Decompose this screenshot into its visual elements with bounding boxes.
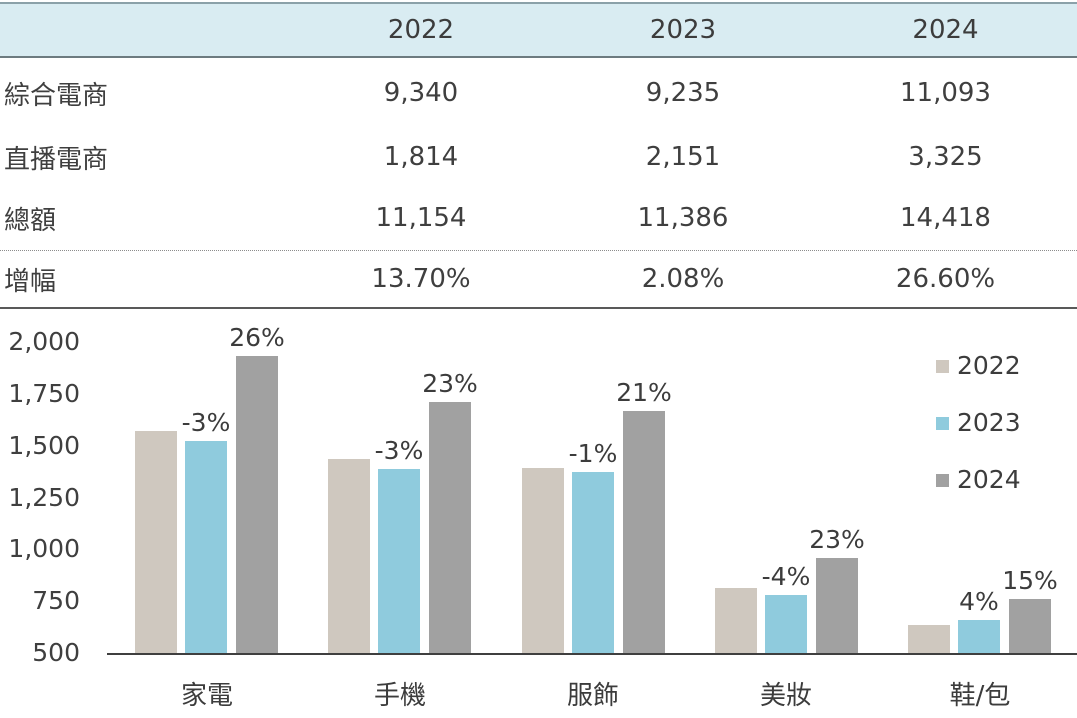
table-cell: 13.70% (371, 264, 471, 294)
legend-label: 2023 (957, 408, 1021, 437)
legend-swatch-icon (936, 473, 949, 487)
legend-item-2022: 2022 (936, 352, 1021, 380)
table-cell: 26.60% (895, 264, 996, 294)
row-label: 直播電商 (4, 144, 109, 175)
x-category-label: 美妝 (759, 681, 812, 711)
table-row-growth: 增幅 13.70% 2.08% 26.60% (0, 251, 1077, 309)
bar-2024-手機 (429, 402, 471, 653)
bar-change-label: 26% (229, 323, 285, 352)
bar-2024-服飾 (623, 411, 665, 653)
y-tick-label: 1,250 (8, 482, 80, 512)
table-header-2023: 2023 (649, 15, 717, 45)
bar-change-label: 23% (422, 369, 478, 398)
x-category-label: 鞋/包 (949, 681, 1011, 711)
y-tick-label: 1,500 (8, 430, 80, 460)
table-cell: 11,386 (637, 203, 729, 233)
table-row-total: 總額 11,154 11,386 14,418 (0, 186, 1077, 251)
summary-table: 2022 2023 2024 綜合電商 9,340 9,235 11,093 直… (0, 2, 1077, 309)
category-bar-chart: 2,000 1,750 1,500 1,250 1,000 750 500 -3% 26% -3… (0, 310, 1077, 718)
x-category-label: 家電 (180, 681, 233, 711)
table-header-2022: 2022 (387, 15, 455, 45)
bar-2024-美妝 (816, 558, 858, 653)
bar-2022-鞋/包 (908, 625, 950, 653)
bar-2023-服飾 (572, 472, 614, 653)
x-axis-line (107, 653, 1077, 655)
bar-2024-家電 (236, 356, 278, 653)
y-tick-label: 1,750 (8, 379, 80, 408)
table-cell: 2,151 (645, 142, 721, 172)
table-cell: 9,340 (383, 78, 459, 108)
table-header-2024: 2024 (912, 15, 979, 45)
legend-label: 2022 (957, 351, 1021, 380)
table-cell: 14,418 (900, 203, 991, 233)
table-cell: 9,235 (645, 78, 721, 108)
table-cell: 3,325 (908, 142, 983, 172)
bar-change-label: -4% (761, 562, 811, 591)
table-cell: 11,093 (900, 78, 991, 108)
bar-change-label: 23% (809, 525, 865, 554)
legend-swatch-icon (936, 416, 949, 430)
y-tick-label: 2,000 (8, 327, 80, 357)
bar-2023-鞋/包 (958, 620, 1000, 653)
bar-change-label: -3% (181, 408, 231, 437)
bar-2022-手機 (328, 459, 370, 653)
table-cell: 11,154 (375, 203, 467, 233)
table-cell: 1,814 (383, 142, 459, 172)
bar-2022-美妝 (715, 588, 757, 653)
legend-swatch-icon (936, 359, 949, 373)
bar-change-label: 21% (616, 378, 672, 407)
bar-2022-家電 (135, 431, 177, 653)
row-label: 綜合電商 (4, 80, 109, 111)
y-tick-label: 1,000 (8, 534, 80, 564)
y-tick-label: 500 (32, 638, 80, 667)
table-header-row: 2022 2023 2024 (0, 2, 1077, 58)
legend-item-2024: 2024 (936, 466, 1021, 494)
bar-2022-服飾 (522, 468, 564, 653)
x-category-label: 手機 (373, 681, 426, 711)
table-cell: 2.08% (641, 264, 725, 294)
legend-label: 2024 (957, 465, 1021, 494)
bar-change-label: 15% (1002, 566, 1058, 595)
table-row-livestream: 直播電商 1,814 2,151 3,325 (0, 128, 1077, 186)
bar-2023-家電 (185, 441, 227, 653)
x-category-label: 服飾 (566, 681, 619, 711)
row-label: 總額 (4, 205, 57, 236)
bar-2023-手機 (378, 469, 420, 653)
table-row-comprehensive: 綜合電商 9,340 9,235 11,093 (0, 58, 1077, 128)
bar-2024-鞋/包 (1009, 599, 1051, 653)
legend-item-2023: 2023 (936, 409, 1021, 437)
row-label: 增幅 (4, 266, 57, 297)
bar-change-label: -1% (568, 439, 618, 468)
bar-change-label: -3% (374, 436, 424, 465)
bar-2023-美妝 (765, 595, 807, 653)
y-tick-label: 750 (32, 586, 80, 616)
bar-change-label: 4% (959, 587, 999, 616)
